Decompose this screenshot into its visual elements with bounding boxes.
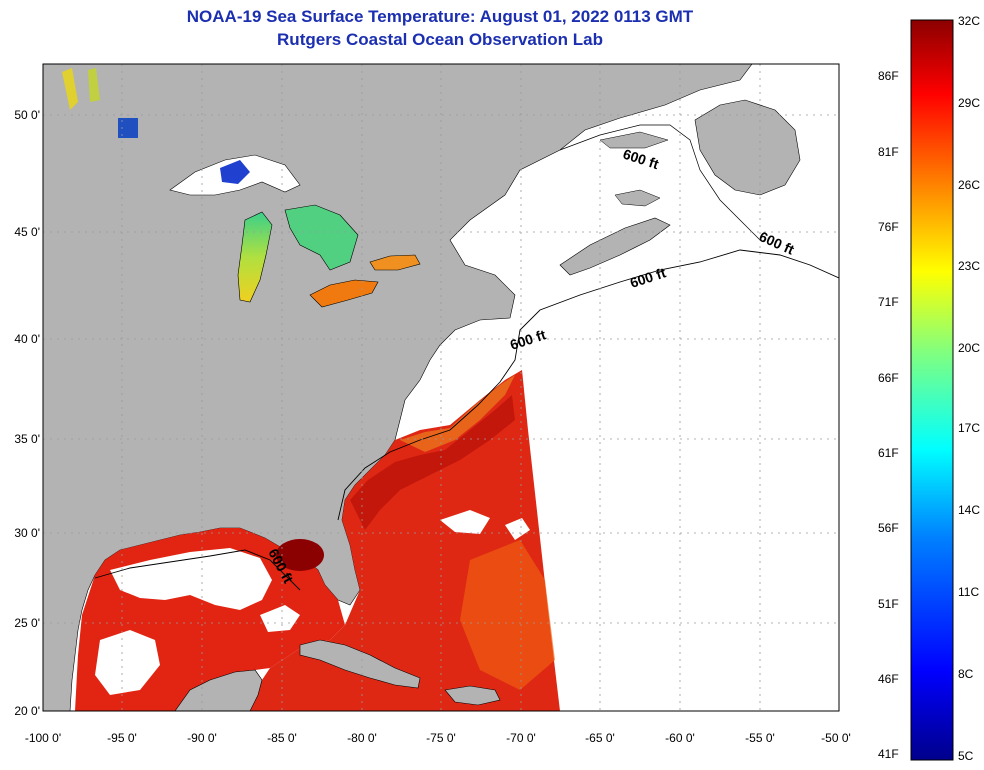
lake-ontario xyxy=(369,254,421,271)
lon-label: -75 0' xyxy=(426,731,456,745)
lon-label: -85 0' xyxy=(267,731,297,745)
colorbar-f-label: 56F xyxy=(878,521,899,535)
lake-michigan xyxy=(237,211,273,303)
colorbar-celsius-labels: 32C 29C 26C 23C 20C 17C 14C 11C 8C 5C xyxy=(958,14,980,763)
lake-superior-blue xyxy=(220,160,250,184)
lake-winnipeg xyxy=(62,68,78,110)
colorbar-c-label: 23C xyxy=(958,259,980,273)
colorbar-c-label: 32C xyxy=(958,14,980,28)
colorbar-c-label: 8C xyxy=(958,667,974,681)
land-yucatan-top xyxy=(174,669,263,711)
colorbar-c-label: 14C xyxy=(958,503,980,517)
lon-label: -70 0' xyxy=(506,731,536,745)
sst-hot-spot xyxy=(276,539,324,571)
lon-label: -95 0' xyxy=(107,731,137,745)
sst-gulf-stream xyxy=(350,395,515,530)
colorbar-c-label: 17C xyxy=(958,421,980,435)
lon-label: -55 0' xyxy=(745,731,775,745)
lon-label: -80 0' xyxy=(347,731,377,745)
cloud-atlantic-2 xyxy=(505,518,530,540)
lake-nipigon xyxy=(118,118,138,138)
colorbar-f-label: 76F xyxy=(878,220,899,234)
colorbar-f-label: 71F xyxy=(878,295,899,309)
map-grid xyxy=(43,64,839,711)
map-subtitle: Rutgers Coastal Ocean Observation Lab xyxy=(277,30,603,49)
colorbar-f-label: 41F xyxy=(878,747,899,761)
lon-axis: -100 0' -95 0' -90 0' -85 0' -80 0' -75 … xyxy=(25,731,851,745)
lake-huron xyxy=(284,204,359,271)
lake-erie xyxy=(309,279,379,308)
lake-small xyxy=(88,68,100,102)
colorbar-f-label: 86F xyxy=(878,69,899,83)
lat-label: 20 0' xyxy=(14,704,40,718)
cloud-gulf-south xyxy=(95,630,160,695)
colorbar-c-label: 11C xyxy=(958,585,979,599)
land-cuba-top xyxy=(299,639,421,689)
contour-600ft xyxy=(94,249,839,591)
land-nova-scotia xyxy=(559,217,671,276)
colorbar-c-label: 5C xyxy=(958,749,974,763)
colorbar-f-label: 46F xyxy=(878,672,899,686)
land-anticosti xyxy=(599,131,669,149)
colorbar-c-label: 26C xyxy=(958,178,980,192)
colorbar-f-label: 66F xyxy=(878,371,899,385)
lon-label: -60 0' xyxy=(665,731,695,745)
lat-label: 45 0' xyxy=(14,225,40,239)
lon-label: -100 0' xyxy=(25,731,61,745)
sst-orange-patch xyxy=(460,540,555,690)
colorbar-f-label: 51F xyxy=(878,597,899,611)
lat-label: 25 0' xyxy=(14,616,40,630)
contour-600ft-gulf-stlaw xyxy=(559,124,761,241)
colorbar-f-label: 61F xyxy=(878,446,899,460)
map-border xyxy=(42,63,840,712)
colorbar-fahrenheit-labels: 86F 81F 76F 71F 66F 61F 56F 51F 46F 41F xyxy=(878,69,899,761)
lat-label: 35 0' xyxy=(14,432,40,446)
land-pei xyxy=(614,189,661,207)
colorbar-c-label: 20C xyxy=(958,341,980,355)
lat-axis: 20 0' 25 0' 30 0' 35 0' 40 0' 45 0' 50 0… xyxy=(14,108,40,718)
lat-label: 50 0' xyxy=(14,108,40,122)
lat-label: 30 0' xyxy=(14,526,40,540)
lon-label: -65 0' xyxy=(585,731,615,745)
land-newfoundland xyxy=(694,99,801,196)
lon-label: -90 0' xyxy=(187,731,217,745)
cloud-gulf xyxy=(110,548,272,610)
colorbar xyxy=(910,19,954,761)
cloud-gulf-east xyxy=(260,605,300,632)
lon-label: -50 0' xyxy=(821,731,851,745)
map-title: NOAA-19 Sea Surface Temperature: August … xyxy=(186,7,694,26)
lat-label: 40 0' xyxy=(14,332,40,346)
land-hispaniola-top xyxy=(444,685,501,706)
cloud-atlantic xyxy=(440,510,490,534)
colorbar-f-label: 81F xyxy=(878,145,899,159)
sst-shelf-cool xyxy=(400,375,515,452)
colorbar-c-label: 29C xyxy=(958,96,980,110)
